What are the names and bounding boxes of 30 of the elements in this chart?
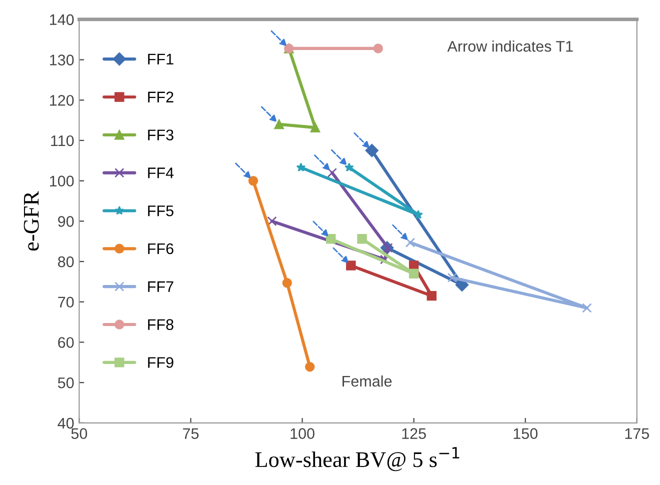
x-tick-label: 75	[183, 428, 199, 440]
x-tick-label: 100	[290, 428, 314, 440]
y-tick-label: 140	[50, 14, 74, 26]
legend-label: FF7	[148, 281, 174, 292]
x-tick-label: 50	[71, 428, 88, 440]
y-tick-label: 110	[51, 135, 74, 146]
legend-label: FF8	[148, 319, 174, 330]
legend-label: FF2	[148, 92, 174, 102]
y-tick-label: 130	[50, 54, 74, 66]
annotation: Female	[342, 375, 392, 387]
x-tick-label: 175	[625, 428, 650, 440]
x-tick-label: 150	[514, 428, 538, 440]
y-tick-label: 120	[50, 94, 74, 106]
y-tick-label: 50	[58, 377, 74, 388]
legend-label: FF1	[148, 54, 174, 64]
y-tick-label: 70	[58, 296, 74, 308]
y-axis-title: e-GFR	[24, 190, 39, 251]
y-tick-label: 100	[50, 176, 74, 186]
x-axis-title: Low-shear BV@ 5 s$^{−1}$	[255, 447, 460, 472]
annotation: Arrow indicates T1	[447, 40, 573, 52]
y-tick-label: 40	[58, 418, 74, 429]
y-tick-label: 60	[58, 337, 74, 348]
legend-label: FF4	[148, 168, 174, 178]
legend-label: FF5	[148, 206, 174, 216]
legend-label: FF9	[148, 357, 174, 368]
legend-label: FF6	[148, 243, 174, 254]
y-tick-label: 90	[58, 216, 74, 227]
x-tick-label: 125	[402, 428, 426, 440]
y-tick-label: 80	[58, 256, 74, 268]
legend-label: FF3	[148, 130, 174, 140]
